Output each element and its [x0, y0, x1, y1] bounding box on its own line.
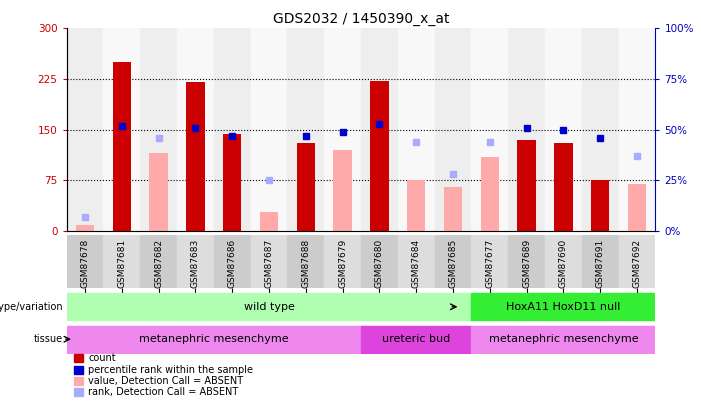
Text: GSM87683: GSM87683 — [191, 239, 200, 288]
Text: rank, Detection Call = ABSENT: rank, Detection Call = ABSENT — [88, 388, 238, 397]
Bar — [545, 235, 582, 288]
Bar — [140, 28, 177, 231]
Bar — [361, 235, 398, 288]
Text: percentile rank within the sample: percentile rank within the sample — [88, 365, 253, 375]
Bar — [361, 28, 398, 231]
Text: GSM87678: GSM87678 — [81, 239, 90, 288]
Bar — [214, 235, 251, 288]
Text: ureteric bud: ureteric bud — [382, 334, 450, 344]
Text: GSM87679: GSM87679 — [338, 239, 347, 288]
Bar — [398, 28, 435, 231]
Text: GSM87677: GSM87677 — [485, 239, 494, 288]
Bar — [67, 28, 104, 231]
Text: metanephric mesenchyme: metanephric mesenchyme — [489, 334, 638, 344]
Bar — [177, 235, 214, 288]
Bar — [287, 28, 325, 231]
Bar — [517, 140, 536, 231]
Bar — [324, 28, 361, 231]
Bar — [591, 179, 609, 231]
Bar — [545, 28, 582, 231]
Bar — [177, 28, 214, 231]
Text: GSM87681: GSM87681 — [117, 239, 126, 288]
Bar — [113, 62, 131, 231]
Bar — [104, 28, 140, 231]
Bar — [370, 81, 388, 231]
Bar — [471, 293, 655, 320]
Text: GSM87689: GSM87689 — [522, 239, 531, 288]
Text: GSM87692: GSM87692 — [632, 239, 641, 288]
Text: GSM87682: GSM87682 — [154, 239, 163, 288]
Bar — [186, 82, 205, 231]
Bar — [582, 28, 619, 231]
Text: HoxA11 HoxD11 null: HoxA11 HoxD11 null — [506, 302, 620, 312]
Bar — [407, 179, 426, 231]
Bar — [435, 235, 471, 288]
Bar — [297, 143, 315, 231]
Text: tissue: tissue — [34, 334, 63, 344]
Bar — [361, 326, 471, 353]
Bar — [260, 212, 278, 231]
Text: count: count — [88, 354, 116, 363]
Bar — [76, 226, 94, 231]
Text: GSM87690: GSM87690 — [559, 239, 568, 288]
Bar — [619, 235, 655, 288]
Bar — [287, 235, 325, 288]
Bar — [67, 293, 471, 320]
Bar — [140, 235, 177, 288]
Text: GSM87686: GSM87686 — [228, 239, 237, 288]
Title: GDS2032 / 1450390_x_at: GDS2032 / 1450390_x_at — [273, 12, 449, 26]
Text: wild type: wild type — [243, 302, 294, 312]
Text: GSM87685: GSM87685 — [449, 239, 458, 288]
Bar — [471, 28, 508, 231]
Bar — [334, 150, 352, 231]
Bar — [223, 134, 241, 231]
Text: value, Detection Call = ABSENT: value, Detection Call = ABSENT — [88, 376, 243, 386]
Text: GSM87687: GSM87687 — [264, 239, 273, 288]
Bar — [398, 235, 435, 288]
Bar — [324, 235, 361, 288]
Bar — [67, 326, 361, 353]
Bar — [508, 235, 545, 288]
Bar — [251, 235, 287, 288]
Bar — [444, 187, 462, 231]
Text: GSM87688: GSM87688 — [301, 239, 311, 288]
Text: GSM87684: GSM87684 — [411, 239, 421, 288]
Bar — [471, 235, 508, 288]
Bar — [104, 235, 140, 288]
Text: GSM87680: GSM87680 — [375, 239, 384, 288]
Bar — [628, 183, 646, 231]
Bar — [554, 143, 573, 231]
Text: metanephric mesenchyme: metanephric mesenchyme — [139, 334, 289, 344]
Text: genotype/variation: genotype/variation — [0, 302, 63, 312]
Bar — [508, 28, 545, 231]
Bar — [435, 28, 471, 231]
Text: GSM87691: GSM87691 — [596, 239, 605, 288]
Bar — [471, 326, 655, 353]
Bar — [481, 157, 499, 231]
Bar — [582, 235, 619, 288]
Bar — [214, 28, 251, 231]
Bar — [149, 153, 168, 231]
Bar — [251, 28, 287, 231]
Bar — [67, 235, 104, 288]
Bar — [619, 28, 655, 231]
